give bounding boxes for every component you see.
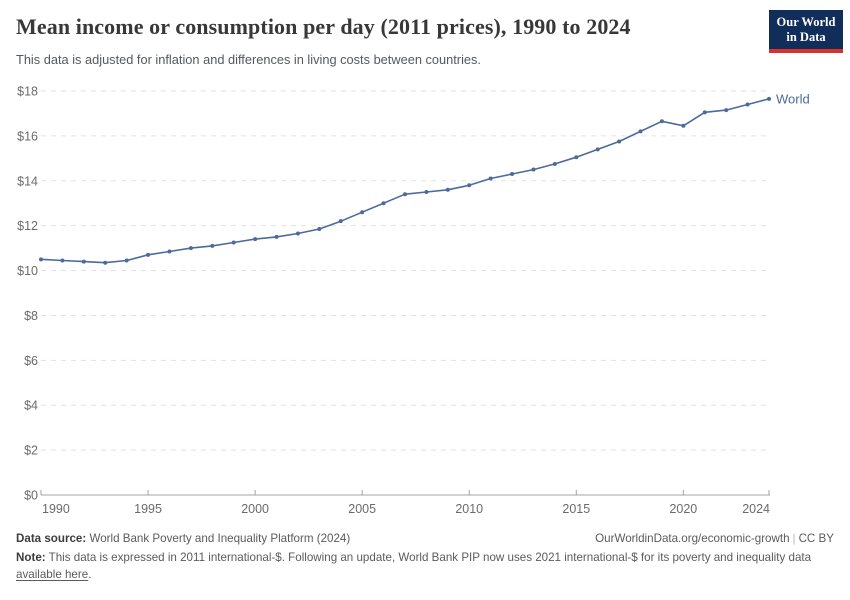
owid-logo: Our World in Data	[769, 10, 843, 53]
data-point[interactable]	[574, 155, 579, 160]
data-point[interactable]	[253, 237, 258, 242]
owid-logo-line1: Our World	[776, 15, 836, 29]
line-chart-plot-area[interactable]: $0 $2 $4 $6 $8 $10 $12 $14 $16 $18 1990 1995 2000 200…	[0, 0, 850, 530]
note-label: Note:	[16, 550, 46, 564]
data-point[interactable]	[81, 259, 86, 264]
x-axis-tick-label: 1995	[134, 502, 162, 516]
x-axis-tick-label: 2015	[562, 502, 590, 516]
data-point[interactable]	[360, 210, 365, 215]
note-text: This data is expressed in 2011 internati…	[48, 550, 812, 564]
y-axis-tick-label: $18	[17, 85, 38, 99]
data-point[interactable]	[338, 219, 343, 224]
data-point[interactable]	[510, 172, 515, 177]
data-point[interactable]	[681, 123, 686, 128]
series-end-label[interactable]: World	[776, 91, 810, 106]
y-axis-tick-label: $16	[17, 129, 38, 143]
data-point[interactable]	[617, 139, 622, 144]
y-axis-tick-label: $2	[24, 444, 38, 458]
data-point[interactable]	[146, 252, 151, 257]
data-point[interactable]	[381, 201, 386, 206]
data-source-label: Data source:	[16, 532, 87, 545]
data-point[interactable]	[767, 96, 771, 101]
data-point[interactable]	[124, 258, 129, 263]
data-point[interactable]	[638, 129, 643, 134]
y-axis-tick-label: $8	[24, 309, 38, 323]
note-line: Note: This data is expressed in 2011 int…	[16, 549, 834, 584]
owid-logo-line2: in Data	[786, 30, 826, 44]
x-axis-tick-label: 1990	[42, 502, 70, 516]
data-point[interactable]	[659, 119, 664, 124]
y-axis-tick-label: $4	[24, 399, 38, 413]
note-suffix: .	[88, 568, 92, 581]
x-axis-tick-label: 2005	[348, 502, 376, 516]
data-point[interactable]	[60, 258, 65, 263]
data-point[interactable]	[531, 167, 536, 172]
chart-footer: Data source: World Bank Poverty and Ineq…	[16, 530, 834, 584]
data-source-value: World Bank Poverty and Inequality Platfo…	[89, 532, 351, 545]
data-point[interactable]	[167, 249, 172, 254]
data-point[interactable]	[274, 234, 279, 239]
data-point[interactable]	[552, 161, 557, 166]
data-source-line: Data source: World Bank Poverty and Ineq…	[16, 530, 350, 548]
credit-line: OurWorldinData.org/economic-growth | CC BY	[595, 530, 834, 548]
data-point[interactable]	[103, 260, 108, 265]
x-axis-tick-label: 2020	[669, 502, 697, 516]
data-point[interactable]	[724, 108, 729, 113]
y-axis-tick-label: $0	[24, 489, 38, 503]
x-axis-tick-label: 2010	[455, 502, 483, 516]
data-point[interactable]	[231, 240, 236, 245]
chart-title: Mean income or consumption per day (2011…	[16, 14, 631, 39]
y-axis-tick-label: $14	[17, 174, 38, 188]
y-axis-tick-label: $12	[17, 219, 38, 233]
data-point[interactable]	[210, 243, 215, 248]
data-point[interactable]	[317, 227, 322, 232]
data-point[interactable]	[745, 102, 750, 107]
x-axis-tick-label: 2000	[241, 502, 269, 516]
data-point[interactable]	[39, 257, 43, 262]
chart-subtitle: This data is adjusted for inflation and …	[16, 52, 481, 67]
x-axis-tick-label: 2024	[742, 502, 770, 516]
y-axis-tick-label: $6	[24, 354, 38, 368]
data-point[interactable]	[403, 192, 407, 197]
data-point[interactable]	[488, 176, 493, 181]
credit-separator: |	[792, 532, 796, 545]
data-point[interactable]	[595, 147, 600, 152]
data-point[interactable]	[445, 187, 450, 192]
license-label: CC BY	[798, 532, 834, 545]
data-point[interactable]	[188, 246, 193, 251]
owid-url: OurWorldinData.org/economic-growth	[595, 532, 790, 545]
data-point[interactable]	[295, 231, 300, 236]
available-here-link[interactable]: available here	[16, 568, 89, 581]
data-point[interactable]	[467, 183, 472, 188]
data-point[interactable]	[424, 190, 429, 194]
data-point[interactable]	[702, 110, 707, 115]
y-axis-tick-label: $10	[17, 264, 38, 278]
